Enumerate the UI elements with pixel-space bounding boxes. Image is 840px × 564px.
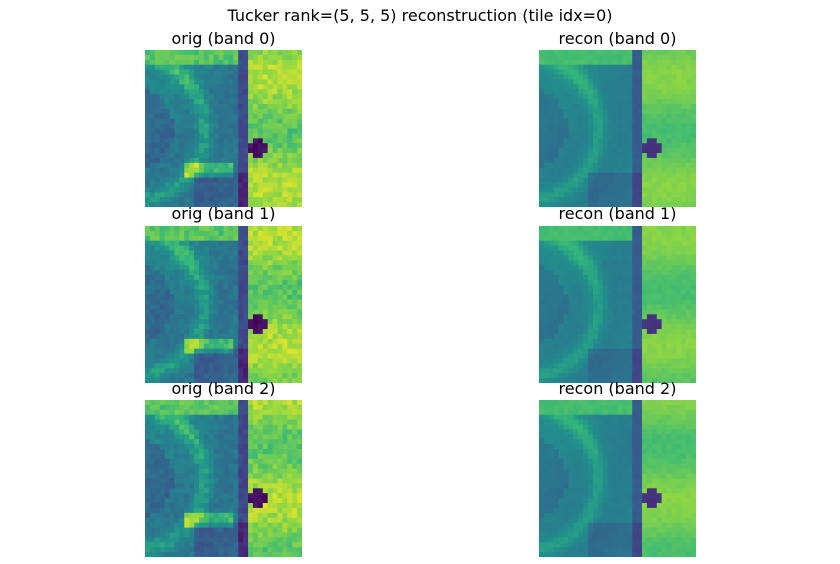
panel-title-orig-band-1: orig (band 1) [171,204,276,223]
heatmap-recon-band-1 [539,226,696,383]
heatmap-recon-band-0 [539,50,696,207]
heatmap-orig-band-0 [145,50,302,207]
panel-title-recon-band-2: recon (band 2) [558,379,677,398]
panel-title-orig-band-2: orig (band 2) [171,379,276,398]
heatmap-orig-band-2 [145,400,302,557]
heatmap-orig-band-1 [145,226,302,383]
panel-title-orig-band-0: orig (band 0) [171,29,276,48]
panel-title-recon-band-0: recon (band 0) [558,29,677,48]
heatmap-recon-band-2 [539,400,696,557]
figure-title: Tucker rank=(5, 5, 5) reconstruction (ti… [227,6,613,25]
panel-title-recon-band-1: recon (band 1) [558,204,677,223]
